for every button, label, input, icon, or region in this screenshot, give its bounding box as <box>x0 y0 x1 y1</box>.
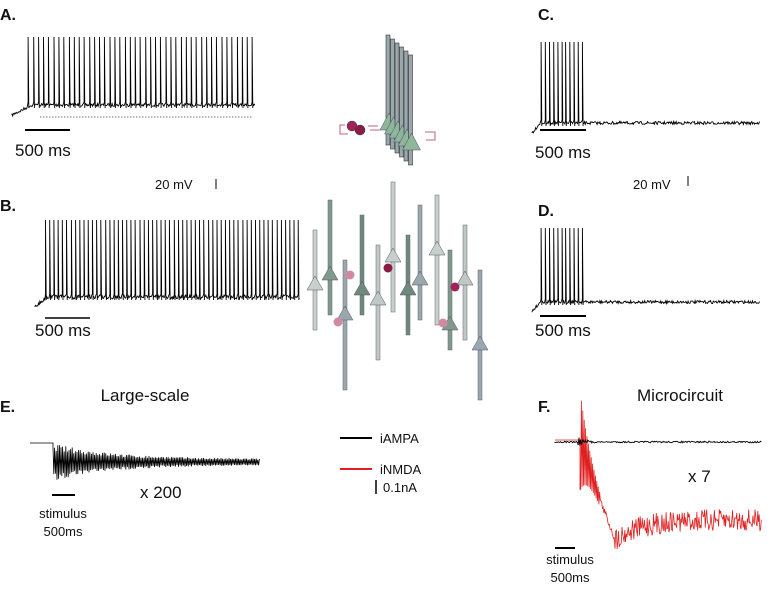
dendrite <box>394 42 400 154</box>
soma <box>384 247 402 263</box>
panel-title: Large-scale <box>101 386 190 405</box>
soma <box>428 240 446 256</box>
scale-label: 20 mV <box>155 177 193 192</box>
dendrite <box>417 204 423 321</box>
dendrite <box>447 249 453 351</box>
gain-label: x 7 <box>688 467 711 486</box>
stimulus-label: stimulus <box>39 506 87 521</box>
scale-label: 500 ms <box>535 321 591 340</box>
soma <box>399 280 417 296</box>
soma <box>306 275 324 291</box>
dendrite <box>434 194 440 326</box>
scale-label: 500 ms <box>535 143 591 162</box>
dendrite <box>403 50 409 162</box>
stimulus-time: 500ms <box>43 524 83 539</box>
stimulus-label: stimulus <box>546 552 594 567</box>
neuron-cartoons <box>306 34 489 401</box>
interneuron <box>438 318 448 328</box>
soma <box>411 270 429 286</box>
dendrite <box>477 269 483 401</box>
dendrite <box>390 181 396 313</box>
soma <box>456 270 474 286</box>
scale-label: 500 ms <box>35 321 91 340</box>
voltage-trace <box>531 227 760 313</box>
panel-label: D. <box>538 203 554 220</box>
panel-label: E. <box>0 399 15 416</box>
dendrite <box>359 214 365 316</box>
soma <box>402 132 421 151</box>
interneuron <box>383 263 393 273</box>
current-trace <box>30 442 260 480</box>
interneuron <box>354 124 366 136</box>
interneuron <box>333 317 343 327</box>
traces <box>11 36 762 549</box>
panel-label: C. <box>538 7 554 24</box>
scale-label: 20 mV <box>633 177 671 192</box>
voltage-trace <box>34 219 300 307</box>
scale-label: 0.1nA <box>383 480 417 495</box>
voltage-trace <box>531 41 760 134</box>
interneuron <box>345 270 355 280</box>
soma <box>321 265 339 281</box>
soma <box>336 305 354 321</box>
soma <box>471 335 489 351</box>
voltage-trace <box>11 36 256 118</box>
panel-label: B. <box>0 198 16 215</box>
scale-label: 500 ms <box>15 141 71 160</box>
legend-label: iNMDA <box>380 462 421 477</box>
dendrite <box>385 34 391 146</box>
dendrite <box>327 199 333 316</box>
panel-label: F. <box>538 399 550 416</box>
dendrite <box>408 54 413 166</box>
connection-arrow <box>339 124 436 141</box>
panel-label: A. <box>0 7 16 24</box>
panel-title: Microcircuit <box>637 386 723 405</box>
legend-label: iAMPA <box>380 431 419 446</box>
dendrite <box>399 46 404 158</box>
soma <box>353 280 371 296</box>
current-trace <box>555 400 762 549</box>
dendrite <box>390 38 395 150</box>
gain-label: x 200 <box>140 483 182 502</box>
dendrite <box>342 259 348 391</box>
interneuron <box>450 282 460 292</box>
current-trace <box>554 437 762 446</box>
soma <box>369 290 387 306</box>
stimulus-time: 500ms <box>550 570 590 585</box>
